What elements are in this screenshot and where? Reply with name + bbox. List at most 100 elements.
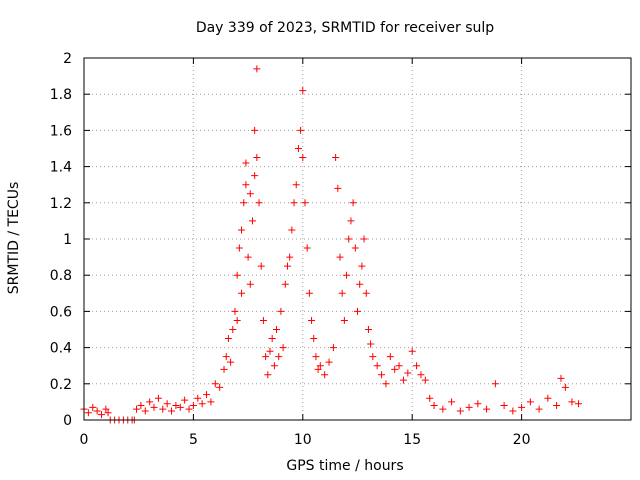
- y-tick-label: 1.4: [50, 160, 72, 176]
- data-point: [227, 358, 235, 366]
- data-point: [283, 262, 291, 270]
- data-point: [430, 402, 438, 410]
- data-point: [185, 405, 193, 413]
- data-point: [89, 403, 97, 411]
- data-point: [518, 403, 526, 411]
- data-point: [483, 405, 491, 413]
- data-point: [288, 226, 296, 234]
- data-point: [246, 280, 254, 288]
- data-point: [253, 65, 261, 73]
- data-point: [253, 154, 261, 162]
- data-point: [133, 405, 141, 413]
- x-tick-label: 15: [403, 432, 421, 448]
- data-point: [343, 271, 351, 279]
- data-point: [557, 374, 565, 382]
- data-point: [104, 409, 112, 417]
- data-point: [417, 371, 425, 379]
- data-point: [203, 391, 211, 399]
- data-point: [273, 326, 281, 333]
- data-point: [544, 394, 552, 402]
- data-point: [391, 365, 399, 373]
- data-point: [294, 145, 302, 152]
- data-point: [500, 402, 508, 410]
- data-point: [240, 199, 248, 207]
- y-axis-label: SRMTID / TECUs: [6, 182, 22, 295]
- data-point: [356, 280, 364, 288]
- axis-ticks: [83, 57, 631, 421]
- data-point: [347, 217, 355, 225]
- y-tick-label: 1: [63, 232, 72, 248]
- y-tick-label: 2: [63, 51, 72, 67]
- data-point: [163, 400, 171, 408]
- x-tick-label: 10: [294, 432, 312, 448]
- data-point: [277, 307, 285, 315]
- data-point: [301, 199, 309, 207]
- y-tick-label: 0.2: [50, 377, 72, 393]
- grid-lines: [83, 57, 631, 421]
- data-point: [102, 405, 110, 413]
- data-point: [246, 190, 254, 198]
- data-point: [349, 199, 357, 207]
- x-axis-label: GPS time / hours: [286, 458, 403, 474]
- data-point: [231, 307, 239, 315]
- data-point: [378, 371, 386, 379]
- data-point: [292, 181, 300, 189]
- data-point: [198, 400, 206, 408]
- data-point: [299, 87, 307, 95]
- data-point: [299, 154, 307, 162]
- data-point: [568, 398, 576, 406]
- data-point: [168, 407, 176, 415]
- data-point: [297, 126, 305, 134]
- data-point: [257, 262, 265, 270]
- data-point: [358, 262, 366, 270]
- data-point: [233, 316, 241, 324]
- data-point: [336, 253, 344, 261]
- data-point: [465, 403, 473, 411]
- data-point: [574, 400, 582, 408]
- data-point: [172, 402, 180, 410]
- data-point: [354, 307, 361, 315]
- data-point: [456, 407, 464, 415]
- data-point: [312, 353, 320, 361]
- data-point: [238, 289, 246, 297]
- data-point: [360, 235, 368, 243]
- data-point: [211, 380, 219, 388]
- data-point: [93, 407, 101, 415]
- data-point: [386, 353, 394, 361]
- y-tick-label: 1.8: [50, 87, 72, 103]
- data-point: [362, 289, 370, 297]
- data-point: [382, 380, 390, 388]
- x-tick-label: 0: [80, 432, 89, 448]
- data-point: [181, 396, 189, 404]
- data-point: [314, 365, 322, 373]
- data-point: [189, 402, 197, 410]
- data-point: [332, 154, 340, 162]
- data-point: [334, 184, 342, 192]
- data-point: [244, 253, 252, 261]
- data-point: [399, 376, 407, 384]
- data-point: [316, 362, 324, 370]
- data-point: [222, 353, 230, 361]
- data-point: [279, 344, 287, 352]
- data-point: [338, 289, 346, 297]
- data-point: [305, 289, 313, 297]
- data-point: [421, 376, 429, 384]
- data-point: [270, 362, 278, 370]
- x-tick-label: 5: [189, 432, 198, 448]
- x-tick-labels: 0 5 10 15 20: [80, 432, 531, 448]
- data-point: [98, 411, 106, 419]
- data-point: [141, 407, 149, 415]
- data-point: [251, 172, 259, 180]
- data-point: [439, 405, 447, 413]
- data-point: [242, 159, 250, 167]
- data-point: [264, 371, 272, 379]
- data-point: [251, 126, 259, 134]
- data-point: [229, 326, 237, 333]
- data-point: [367, 340, 375, 348]
- data-point: [308, 316, 316, 324]
- data-point: [235, 244, 243, 252]
- y-tick-label: 0.8: [50, 268, 72, 284]
- data-point: [345, 235, 353, 243]
- data-point: [248, 217, 256, 225]
- data-point: [413, 362, 421, 370]
